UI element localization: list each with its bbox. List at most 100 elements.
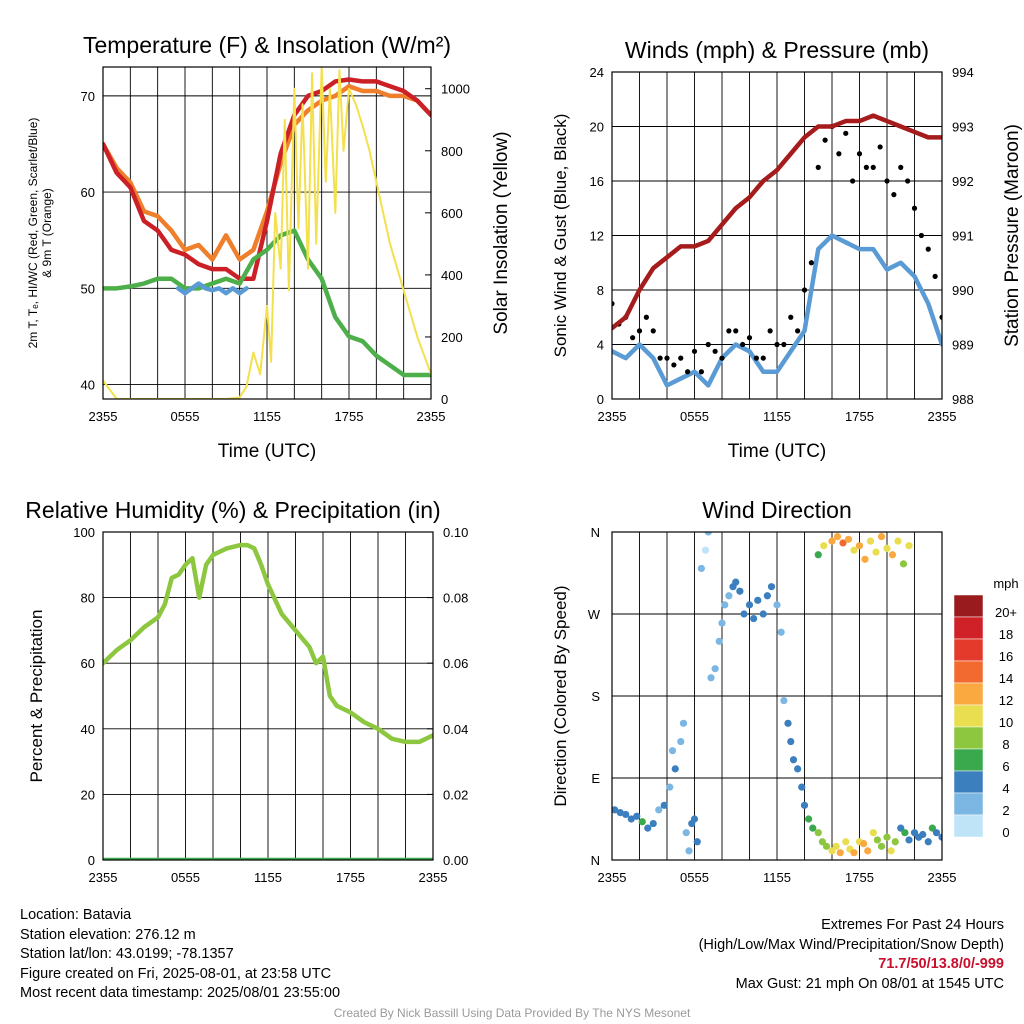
direction-point [697, 564, 705, 573]
gust-point [863, 164, 869, 170]
y2-tick-label: 0.06 [443, 656, 468, 671]
direction-point [679, 719, 688, 727]
direction-point [711, 665, 719, 673]
direction-point [798, 783, 806, 791]
legend-swatch [953, 682, 984, 706]
x-tick-label: 2355 [89, 409, 118, 424]
x-tick-label: 2355 [598, 870, 627, 885]
legend-label: 8 [1002, 737, 1009, 752]
x-tick-label: 1755 [335, 409, 364, 424]
y-tick-label: 40 [81, 378, 95, 393]
x-tick-label: 0555 [171, 409, 200, 424]
series-line [103, 67, 431, 399]
direction-point [905, 836, 913, 844]
y-tick-label: 100 [73, 525, 95, 540]
x-tick-label: 1755 [845, 409, 874, 424]
direction-point [938, 833, 942, 841]
x-tick-label: 1155 [253, 409, 281, 424]
direction-point [622, 810, 630, 819]
max-gust: Max Gust: 21 mph On 08/01 at 1545 UTC [735, 975, 1004, 992]
direction-point [718, 619, 726, 627]
gust-point [877, 144, 883, 150]
y-tick-label: 20 [81, 787, 95, 802]
direction-point [842, 838, 850, 846]
direction-point [794, 765, 802, 773]
direction-point [828, 537, 836, 545]
gust-point [650, 328, 656, 334]
gust-point [822, 137, 828, 143]
figure-created: Figure created on Fri, 2025-08-01, at 23… [20, 965, 332, 982]
x-tick-label: 2355 [89, 870, 118, 885]
gust-point [795, 328, 801, 334]
legend-label: 16 [999, 649, 1013, 664]
x-axis-label: Time (UTC) [218, 441, 317, 462]
direction-point [633, 812, 641, 820]
gust-point [760, 355, 766, 361]
gust-point [726, 328, 732, 334]
y-tick-label: 50 [81, 281, 95, 296]
gust-point [657, 355, 663, 361]
direction-point [787, 737, 795, 746]
plot-area [103, 67, 431, 399]
direction-point [777, 628, 785, 636]
y2-tick-label: 0.04 [443, 722, 468, 737]
chart-title: Temperature (F) & Insolation (W/m²) [83, 32, 451, 58]
y-tick-label: 12 [590, 229, 604, 244]
y2-tick-label: 0.00 [443, 853, 468, 868]
gust-point [905, 178, 911, 184]
y-axis-label: Sonic Wind & Gust (Blue, Black) [551, 114, 570, 358]
gust-point [753, 355, 759, 361]
direction-point [855, 542, 864, 550]
direction-point [638, 818, 646, 826]
direction-point [899, 560, 908, 568]
legend-swatch [953, 748, 984, 772]
y2-tick-label: 988 [952, 392, 974, 407]
plot-area [612, 113, 942, 388]
direction-point [701, 546, 710, 554]
chart-title: Winds (mph) & Pressure (mb) [625, 37, 929, 63]
direction-point [715, 637, 723, 645]
gust-point [643, 314, 649, 320]
y2-tick-label: 200 [441, 330, 463, 345]
gust-point [630, 335, 636, 341]
direction-point [754, 596, 762, 604]
y2-tick-label: 993 [952, 120, 974, 135]
legend-swatch [953, 726, 984, 750]
gust-point [850, 178, 856, 184]
y2-tick-label: 0 [441, 392, 448, 407]
chart-panel-2: 0 4 8 12 16 20 24 988 989 990 991 992 993 994 2355 0555… [551, 37, 1023, 462]
gust-point [870, 164, 876, 170]
chart-title: Relative Humidity (%) & Precipitation (i… [25, 497, 440, 523]
direction-point [839, 539, 847, 547]
gust-point [939, 314, 942, 320]
plot-area [103, 542, 433, 860]
direction-point [814, 829, 822, 837]
y-tick-label: 16 [590, 174, 604, 189]
series-line [103, 542, 433, 745]
direction-point [910, 829, 919, 837]
direction-point [784, 719, 792, 727]
direction-point [924, 838, 932, 846]
direction-point [759, 610, 767, 618]
direction-point [833, 532, 842, 541]
direction-point [822, 842, 831, 850]
x-tick-label: 0555 [680, 870, 709, 885]
x-tick-label: 2355 [928, 409, 957, 424]
legend-title: mph [993, 576, 1018, 591]
gust-point [767, 328, 773, 334]
gust-point [664, 355, 670, 361]
direction-point [750, 614, 758, 623]
series-line [103, 228, 431, 378]
direction-point [877, 842, 886, 850]
gust-point [808, 260, 814, 266]
direction-point [891, 838, 899, 846]
legend-label: 20+ [995, 605, 1017, 620]
plot-frame [102, 66, 432, 400]
chart-panel-4: N E S W N 2355 0555 1155 1755 2355 Wind Direction D… [551, 497, 1019, 885]
legend-label: 10 [999, 715, 1013, 730]
x-tick-label: 0555 [680, 409, 709, 424]
legend-label: 0 [1002, 825, 1009, 840]
direction-point [887, 847, 895, 855]
direction-point [832, 842, 840, 850]
y-tick-label: 8 [597, 283, 604, 298]
